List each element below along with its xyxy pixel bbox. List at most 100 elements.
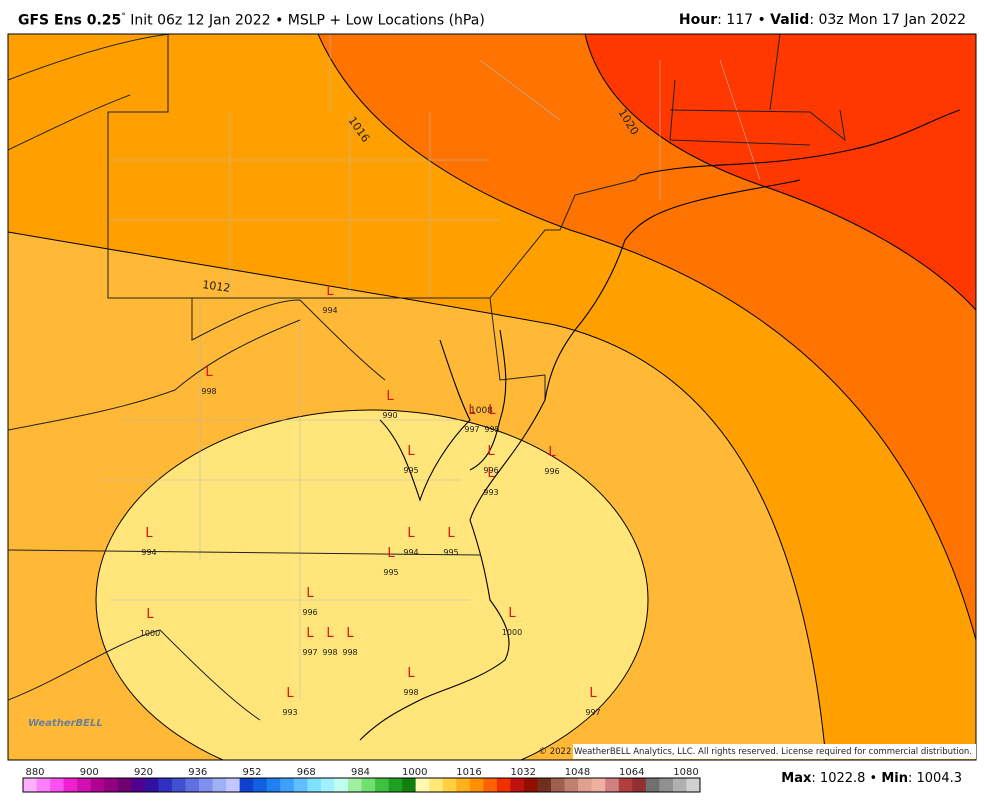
- low-symbol: L: [306, 626, 314, 641]
- low-value: 1000: [140, 629, 160, 638]
- low-value: 997: [585, 708, 600, 717]
- low-symbol: L: [407, 666, 415, 681]
- colorbar-frame: [22, 777, 701, 793]
- colorbar-cell: [266, 778, 281, 792]
- colorbar-cell: [605, 778, 620, 792]
- low-symbol: L: [145, 526, 153, 541]
- colorbar-cell: [90, 778, 105, 792]
- colorbar-cell: [23, 778, 37, 792]
- model: GFS Ens 0.25: [18, 12, 122, 29]
- colorbar-cell: [212, 778, 227, 792]
- low-symbol: L: [589, 686, 597, 701]
- low-symbol: L: [447, 526, 455, 541]
- low-value: 993: [282, 708, 297, 717]
- min-label: Min: [881, 771, 908, 786]
- colorbar-cell: [104, 778, 119, 792]
- colorbar: 880 900 920 936 952 968 984 1000 1016 1032 1048 106…: [22, 767, 701, 793]
- low-value: 995: [383, 568, 398, 577]
- low-value: 995: [484, 425, 499, 434]
- colorbar-label: 952: [242, 767, 261, 778]
- colorbar-cell: [320, 778, 335, 792]
- colorbar-cell: [117, 778, 132, 792]
- colorbar-cell: [591, 778, 606, 792]
- colorbar-label: 984: [351, 767, 370, 778]
- colorbar-cell: [523, 778, 538, 792]
- low-symbol: L: [326, 626, 334, 641]
- low-symbol: L: [387, 546, 395, 561]
- copyright-bg: [573, 744, 976, 759]
- colorbar-cell: [429, 778, 444, 792]
- contour-label: 1008: [470, 406, 493, 416]
- low-symbol: L: [205, 365, 213, 380]
- colorbar-label: 1064: [619, 767, 644, 778]
- colorbar-cell: [63, 778, 78, 792]
- colorbar-cell: [388, 778, 403, 792]
- colorbar-label: 968: [297, 767, 316, 778]
- colorbar-cell: [415, 778, 430, 792]
- low-symbol: L: [407, 444, 415, 459]
- low-value: 995: [443, 548, 458, 557]
- degree: °: [121, 12, 126, 22]
- logo: WeatherBELL: [28, 718, 103, 729]
- low-value: 998: [403, 688, 418, 697]
- low-symbol: L: [386, 389, 394, 404]
- contour-label: 1012: [202, 278, 232, 295]
- map-frame: [7, 33, 977, 761]
- colorbar-cell: [185, 778, 200, 792]
- low-symbol: L: [487, 444, 495, 459]
- colorbar-cell: [131, 778, 146, 792]
- low-value: 994: [403, 548, 418, 557]
- colorbar-cell: [50, 778, 64, 792]
- colorbar-cell: [199, 778, 213, 792]
- colorbar-cell: [686, 778, 701, 792]
- county-lines: [100, 34, 761, 700]
- colorbar-cell: [158, 778, 173, 792]
- colorbar-cell: [469, 778, 484, 792]
- colorbar-cell: [442, 778, 457, 792]
- colorbar-label: 1032: [511, 767, 536, 778]
- colorbar-cell: [537, 778, 552, 792]
- colorbar-cell: [659, 778, 674, 792]
- valid-value: : 03z Mon 17 Jan 2022: [809, 12, 966, 28]
- low-value: 993: [483, 488, 498, 497]
- low-symbol: L: [306, 586, 314, 601]
- max-value: : 1022.8 •: [811, 771, 882, 786]
- low-value: 996: [302, 608, 317, 617]
- colorbar-cell: [618, 778, 633, 792]
- colorbar-cell: [510, 778, 525, 792]
- colorbar-label: 1048: [565, 767, 590, 778]
- low-value: 997: [464, 425, 479, 434]
- valid-label: Valid: [770, 12, 810, 28]
- colorbar-cell: [347, 778, 362, 792]
- low-symbol: L: [146, 607, 154, 622]
- max-label: Max: [781, 771, 812, 786]
- colorbar-cell: [239, 778, 254, 792]
- colorbar-cell: [334, 778, 349, 792]
- low-symbol: L: [487, 466, 495, 481]
- colorbar-cell: [36, 778, 51, 792]
- colorbar-cell: [171, 778, 186, 792]
- colorbar-cell: [307, 778, 322, 792]
- colorbar-cell: [144, 778, 159, 792]
- colorbar-cell: [632, 778, 647, 792]
- colorbar-cell: [483, 778, 498, 792]
- colorbar-label: 880: [25, 767, 44, 778]
- copyright: © 2022 WeatherBELL Analytics, LLC. All r…: [539, 747, 972, 757]
- colorbar-cell: [77, 778, 91, 792]
- hour-value: : 117 •: [717, 12, 771, 28]
- colorbar-cell: [551, 778, 565, 792]
- stats: Max: 1022.8 • Min: 1004.3: [781, 771, 962, 786]
- header-left: GFS Ens 0.25° Init 06z 12 Jan 2022 • MSL…: [18, 12, 485, 29]
- low-value: 998: [201, 387, 216, 396]
- colorbar-label: 936: [188, 767, 207, 778]
- map-area: [8, 34, 976, 760]
- low-symbol: L: [488, 403, 496, 418]
- colorbar-label: 1016: [456, 767, 481, 778]
- init: Init 06z 12 Jan 2022 • MSLP + Low Locati…: [130, 12, 485, 29]
- colorbar-label: 1000: [402, 767, 427, 778]
- low-value: 998: [322, 648, 337, 657]
- low-symbol: L: [508, 606, 516, 621]
- coastline: [359, 109, 961, 741]
